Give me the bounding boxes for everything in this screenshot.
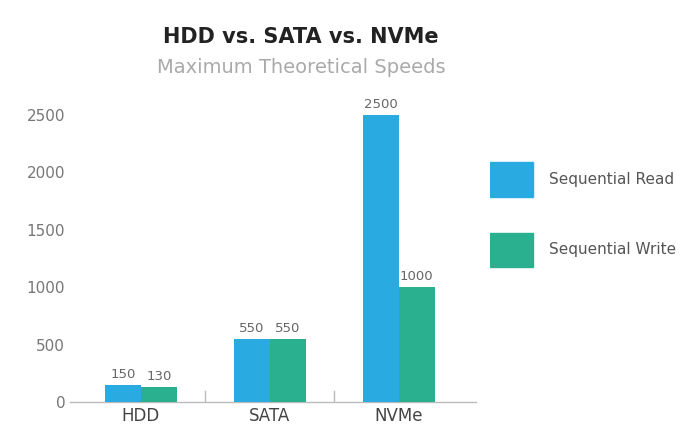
- FancyBboxPatch shape: [490, 232, 533, 267]
- Bar: [363, 115, 399, 402]
- Bar: [399, 287, 435, 402]
- Bar: [234, 339, 270, 402]
- Text: 130: 130: [146, 370, 172, 384]
- Text: Sequential Write: Sequential Write: [549, 242, 676, 257]
- Text: Maximum Theoretical Speeds: Maximum Theoretical Speeds: [157, 58, 445, 77]
- Text: 2500: 2500: [364, 98, 398, 111]
- Text: Sequential Read: Sequential Read: [549, 172, 674, 187]
- Text: 1000: 1000: [400, 270, 433, 283]
- Bar: [270, 339, 306, 402]
- Bar: [105, 385, 141, 402]
- FancyBboxPatch shape: [490, 162, 533, 197]
- Text: 550: 550: [239, 322, 265, 335]
- Text: HDD vs. SATA vs. NVMe: HDD vs. SATA vs. NVMe: [163, 27, 439, 47]
- Text: 150: 150: [110, 368, 136, 381]
- Text: 550: 550: [275, 322, 300, 335]
- Bar: [141, 388, 177, 402]
